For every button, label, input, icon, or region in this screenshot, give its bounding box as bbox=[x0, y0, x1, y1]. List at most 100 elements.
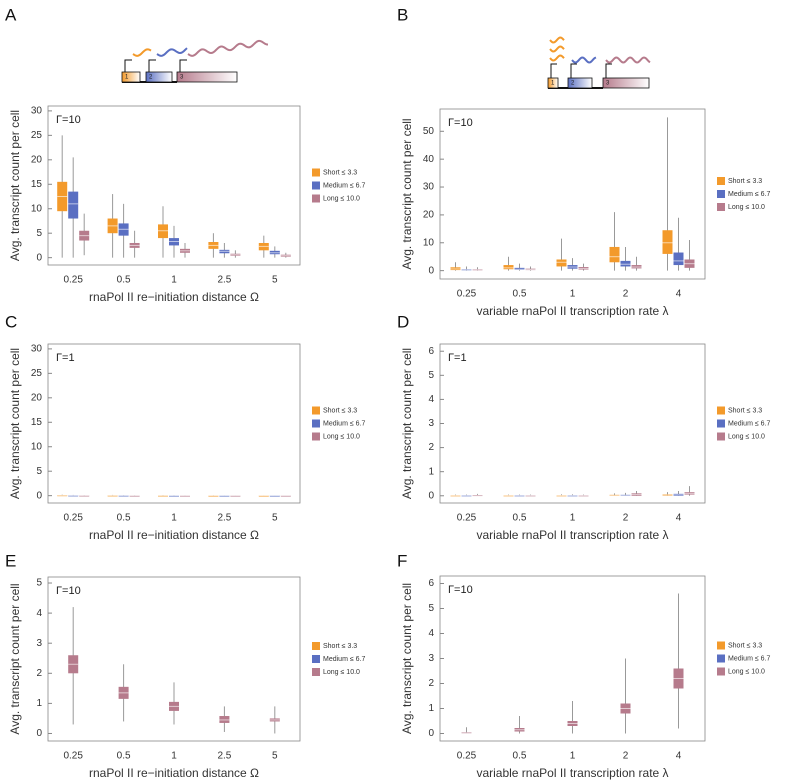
y-axis-label: Avg. transcript count per cell bbox=[8, 583, 22, 734]
y-tick-label: 1 bbox=[36, 698, 42, 709]
x-tick-label: 2 bbox=[623, 513, 629, 524]
x-tick-label: 0.5 bbox=[513, 513, 527, 524]
y-tick-label: 2 bbox=[428, 442, 434, 453]
exon-label: 2 bbox=[149, 75, 153, 81]
y-tick-label: 1 bbox=[428, 703, 434, 714]
y-tick-label: 20 bbox=[31, 154, 43, 165]
plot-frame bbox=[439, 343, 706, 504]
y-tick-label: 2 bbox=[36, 668, 42, 679]
y-tick-label: 5 bbox=[36, 466, 42, 477]
annotation: Γ=10 bbox=[448, 117, 473, 129]
y-tick-label: 6 bbox=[428, 578, 434, 589]
y-tick-label: 6 bbox=[428, 346, 434, 357]
legend-label: Long ≤ 10.0 bbox=[323, 195, 360, 202]
box bbox=[673, 252, 684, 266]
legend-label: Medium ≤ 6.7 bbox=[323, 656, 365, 663]
annotation: Γ=10 bbox=[56, 585, 81, 597]
legend-label: Medium ≤ 6.7 bbox=[728, 655, 770, 662]
legend-label: Short ≤ 3.3 bbox=[323, 169, 357, 176]
box bbox=[556, 259, 567, 267]
x-tick-label: 0.5 bbox=[117, 751, 131, 762]
box bbox=[662, 230, 673, 254]
x-tick-label: 0.5 bbox=[513, 751, 527, 762]
exon bbox=[176, 71, 238, 83]
x-tick-label: 2 bbox=[623, 289, 629, 300]
y-tick-label: 0 bbox=[428, 728, 434, 739]
x-tick-label: 0.25 bbox=[457, 289, 477, 300]
legend-swatch bbox=[312, 406, 320, 415]
exon-label: 1 bbox=[125, 75, 129, 81]
y-tick-label: 5 bbox=[36, 228, 42, 239]
y-tick-label: 5 bbox=[36, 578, 42, 589]
legend-swatch bbox=[717, 667, 725, 676]
legend-label: Long ≤ 10.0 bbox=[728, 204, 765, 211]
legend-label: Long ≤ 10.0 bbox=[728, 433, 765, 440]
y-tick-label: 20 bbox=[31, 392, 43, 403]
y-tick-label: 40 bbox=[423, 154, 435, 165]
y-axis-label: Avg. transcript count per cell bbox=[8, 110, 22, 261]
legend-swatch bbox=[312, 655, 320, 663]
legend-swatch bbox=[717, 432, 725, 441]
x-tick-label: 0.5 bbox=[117, 513, 131, 524]
y-tick-label: 2 bbox=[428, 678, 434, 689]
legend-swatch bbox=[717, 203, 725, 211]
legend-swatch bbox=[717, 419, 725, 428]
y-tick-label: 3 bbox=[428, 653, 434, 664]
promoter-arrow bbox=[550, 63, 557, 78]
x-axis-label: variable rnaPol II transcription rate λ bbox=[476, 528, 668, 542]
x-tick-label: 0.5 bbox=[513, 289, 527, 300]
box bbox=[620, 260, 631, 267]
y-tick-label: 10 bbox=[31, 441, 43, 452]
y-tick-label: 5 bbox=[428, 370, 434, 381]
exon bbox=[567, 77, 593, 89]
legend-label: Medium ≤ 6.7 bbox=[728, 191, 770, 198]
y-axis-label: Avg. transcript count per cell bbox=[8, 348, 22, 499]
legend-swatch bbox=[717, 406, 725, 415]
promoter-arrow bbox=[148, 59, 156, 72]
box bbox=[68, 191, 79, 219]
plot-frame bbox=[439, 108, 706, 280]
box bbox=[503, 265, 514, 270]
x-axis-label: variable rnaPol II transcription rate λ bbox=[476, 304, 668, 318]
y-tick-label: 30 bbox=[423, 182, 435, 193]
legend-label: Long ≤ 10.0 bbox=[728, 668, 765, 675]
legend-swatch bbox=[717, 654, 725, 663]
legend-label: Short ≤ 3.3 bbox=[728, 178, 762, 185]
annotation: Γ=1 bbox=[56, 352, 75, 364]
x-tick-label: 4 bbox=[676, 513, 682, 524]
transcript-wave bbox=[571, 56, 597, 64]
legend-swatch bbox=[312, 168, 320, 177]
legend-swatch bbox=[717, 641, 725, 650]
x-tick-label: 2.5 bbox=[217, 751, 231, 762]
legend-swatch bbox=[312, 181, 320, 190]
annotation: Γ=10 bbox=[448, 584, 473, 596]
legend-label: Short ≤ 3.3 bbox=[323, 643, 357, 650]
y-tick-label: 10 bbox=[31, 203, 43, 214]
transcript-wave bbox=[549, 54, 565, 62]
y-tick-label: 0 bbox=[36, 728, 42, 739]
legend-swatch bbox=[717, 190, 725, 198]
exon bbox=[145, 71, 173, 83]
y-tick-label: 0 bbox=[428, 265, 434, 276]
y-tick-label: 30 bbox=[31, 106, 43, 117]
annotation: Γ=10 bbox=[56, 114, 81, 126]
promoter-arrow bbox=[124, 59, 132, 72]
panel-label: C bbox=[5, 312, 17, 331]
y-axis-label: Avg. transcript count per cell bbox=[400, 348, 414, 499]
box bbox=[609, 246, 620, 263]
transcript-wave bbox=[605, 56, 651, 64]
x-tick-label: 0.25 bbox=[63, 513, 83, 524]
x-tick-label: 5 bbox=[272, 275, 278, 286]
legend-swatch bbox=[312, 419, 320, 428]
transcript-wave bbox=[549, 45, 565, 53]
y-tick-label: 10 bbox=[423, 237, 435, 248]
y-tick-label: 25 bbox=[31, 368, 43, 379]
y-tick-label: 4 bbox=[36, 608, 42, 619]
exon bbox=[121, 71, 141, 83]
panel-label: E bbox=[5, 551, 16, 570]
legend-label: Long ≤ 10.0 bbox=[323, 669, 360, 676]
legend-label: Long ≤ 10.0 bbox=[323, 433, 360, 440]
x-axis-label: variable rnaPol II transcription rate λ bbox=[476, 766, 668, 780]
x-tick-label: 4 bbox=[676, 751, 682, 762]
panel-label: F bbox=[397, 551, 407, 570]
